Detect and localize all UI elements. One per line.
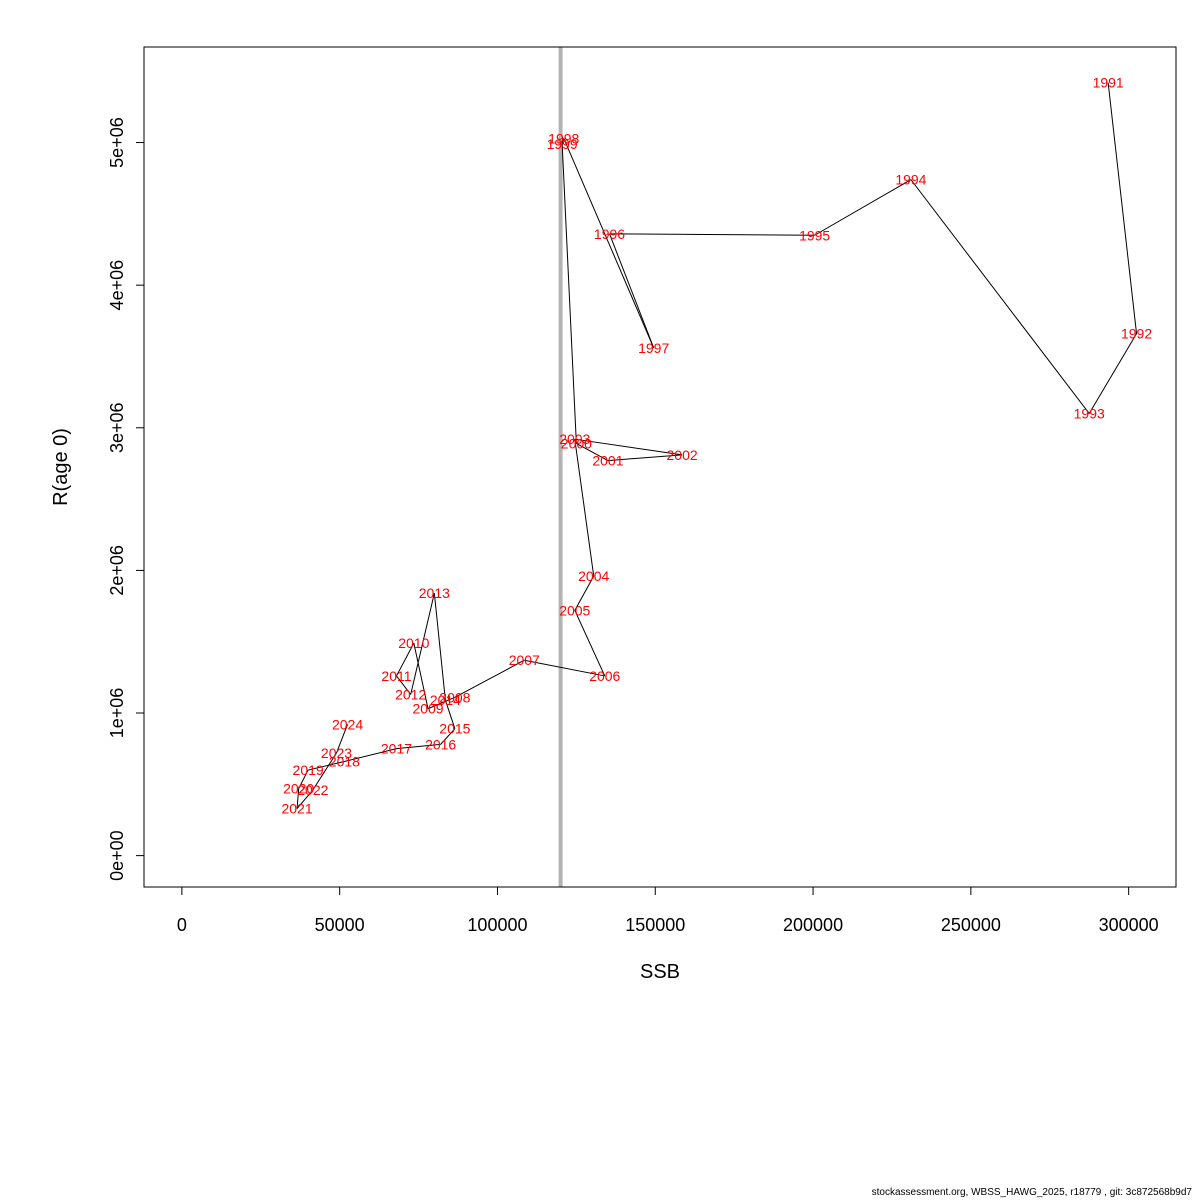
point-label-2016: 2016 [425,736,456,752]
series-segment [307,761,345,771]
point-label-2010: 2010 [398,635,429,651]
x-tick-label: 250000 [941,915,1001,935]
point-label-2005: 2005 [559,602,590,618]
y-tick-label: 3e+06 [107,402,127,453]
y-axis: 0e+00 1e+06 2e+06 3e+06 4e+06 5e+06 [107,117,145,881]
point-label-2017: 2017 [381,741,412,757]
x-tick-label: 200000 [783,915,843,935]
point-label-2019: 2019 [293,762,324,778]
point-label-2009: 2009 [412,701,443,717]
point-label-1991: 1991 [1093,75,1124,91]
series-segment [561,138,565,145]
footer-text: stockassessment.org, WBSS_HAWG_2025, r18… [871,1187,1192,1198]
y-axis-title: R(age 0) [50,428,72,506]
point-label-2008: 2008 [439,689,470,705]
y-tick-label: 4e+06 [107,260,127,311]
series-segment [814,179,912,236]
point-label-2023: 2023 [321,745,352,761]
series-segment [433,593,446,701]
series-line-layer [296,82,1138,809]
series-segment [298,769,309,789]
series-segment [910,179,1090,414]
point-label-2013: 2013 [419,585,450,601]
x-tick-label: 50000 [315,915,365,935]
point-label-2014: 2014 [430,692,461,708]
point-label-2004: 2004 [578,568,609,584]
x-tick-label: 100000 [467,915,527,935]
series-segment [296,788,300,809]
series-segment [440,728,456,745]
series-segment [574,610,606,677]
series-segment [312,752,337,791]
point-label-2000: 2000 [561,435,592,451]
series-segment [563,138,655,349]
series-segment [396,642,415,677]
point-label-1995: 1995 [799,227,830,243]
y-tick-label: 0e+00 [107,830,127,881]
point-label-2024: 2024 [332,716,363,732]
series-segment [454,659,525,698]
y-tick-label: 5e+06 [107,117,127,168]
series-segment [336,724,349,754]
point-label-1997: 1997 [638,340,669,356]
point-label-2003: 2003 [559,431,590,447]
x-tick-label: 150000 [625,915,685,935]
point-label-2002: 2002 [667,447,698,463]
series-segment [609,233,815,236]
point-label-1996: 1996 [594,226,625,242]
series-segment [427,696,456,710]
series-segment [1088,333,1137,414]
point-label-1992: 1992 [1121,326,1152,342]
point-label-2020: 2020 [283,781,314,797]
series-segment [574,438,683,456]
point-label-2011: 2011 [381,668,411,684]
point-label-1993: 1993 [1074,406,1105,422]
series-segment [413,643,429,709]
point-label-2007: 2007 [509,652,540,668]
series-segment [574,575,595,611]
series-segment [609,233,655,349]
point-label-2022: 2022 [297,782,328,798]
point-label-2021: 2021 [281,801,312,817]
series-segment [1107,82,1138,334]
y-tick-label: 1e+06 [107,688,127,739]
x-axis-title: SSB [640,961,680,983]
series-segment [410,593,435,695]
series-segment [296,789,314,809]
series-segment [574,439,595,577]
point-label-2006: 2006 [589,668,620,684]
series-segment [396,743,441,750]
x-tick-label: 300000 [1099,915,1159,935]
series-segment [444,700,456,729]
series-segment [524,659,605,677]
point-label-2001: 2001 [592,453,623,469]
point-label-2015: 2015 [439,721,470,737]
series-segment [576,443,609,462]
y-tick-label: 2e+06 [107,545,127,596]
x-tick-label: 0 [177,915,187,935]
point-label-1994: 1994 [895,172,926,188]
series-segment [561,143,577,444]
series-segment [607,454,683,462]
series-segment [344,748,397,762]
point-label-1998: 1998 [548,130,579,146]
series-segment [396,675,412,695]
point-label-2018: 2018 [329,753,360,769]
point-label-2012: 2012 [395,686,426,702]
x-axis: 0 50000 100000 150000 200000 250000 300000 [177,886,1159,935]
point-label-1999: 1999 [547,136,578,152]
